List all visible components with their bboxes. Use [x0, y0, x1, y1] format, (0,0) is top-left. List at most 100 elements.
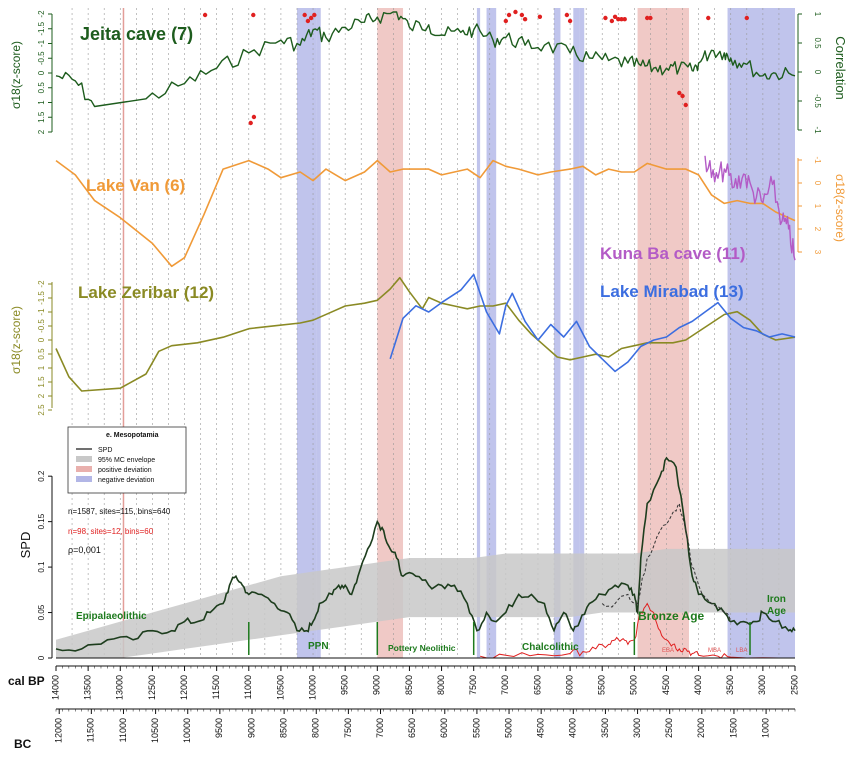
jeita-ytick-label: 1.5 — [37, 111, 46, 123]
calbp-tick-label: 4500 — [661, 675, 671, 695]
series-line-4 — [389, 273, 796, 373]
van-ytick-label: 1 — [813, 204, 822, 209]
series-line-2 — [704, 155, 796, 261]
van-ytick-label: 2 — [813, 227, 822, 232]
correlation-tick-label: -0.5 — [813, 94, 822, 108]
zeribar-ytick-label: 1 — [37, 365, 46, 370]
period-labels: Epipalaeolithic PPN Pottery Neolithic Chalc… — [76, 594, 786, 655]
legend-negative: negative deviation — [98, 477, 155, 484]
zeribar-ytick-label: 2 — [37, 393, 46, 398]
calbp-tick-label: 14000 — [50, 675, 60, 700]
correlation-point — [522, 17, 528, 22]
correlation-point — [248, 120, 253, 126]
spd-red-line — [479, 602, 795, 659]
negative-band-4 — [554, 8, 561, 658]
legend-positive: positive deviation — [98, 467, 152, 474]
calbp-tick-label: 5500 — [597, 675, 607, 695]
spd-legend: e. Mesopotamia SPD 95% MC envelope posit… — [67, 426, 187, 494]
negative-band-0 — [296, 8, 317, 658]
calbp-tick-label: 12000 — [179, 675, 189, 700]
jeita-ytick-label: 0 — [37, 70, 46, 75]
period-label: Iron — [767, 594, 786, 605]
jeita-ylabel: σ18(z-score) — [9, 41, 23, 109]
bc-tick-label: 3000 — [632, 718, 642, 738]
bc-tick-label: 8500 — [279, 718, 289, 738]
correlation-point — [619, 17, 624, 22]
period-label: PPN — [308, 641, 329, 652]
correlation-points — [202, 9, 750, 126]
van-ytick-label: -1 — [813, 156, 822, 164]
correlation-point — [744, 15, 750, 21]
period-label: LBA — [736, 648, 747, 654]
correlation-label: Correlation — [833, 36, 848, 100]
correlation-point — [305, 18, 311, 24]
jeita-ytick-label: 2 — [37, 129, 46, 134]
correlation-point — [683, 102, 688, 108]
calbp-tick-label: 13500 — [83, 675, 93, 700]
calbp-tick-label: 7500 — [468, 675, 478, 695]
calbp-tick-label: 4000 — [693, 675, 703, 695]
bc-tick-label: 10500 — [150, 718, 160, 743]
jeita-ytick-label: 0.5 — [37, 82, 46, 94]
zeribar-ytick-label: -0.5 — [37, 319, 46, 333]
series-line-3 — [55, 276, 796, 392]
period-label: Bronze Age — [638, 609, 705, 623]
calbp-tick-label: 13000 — [115, 675, 125, 700]
zeribar-ytick-label: 1.5 — [37, 376, 46, 388]
jeita-label: Jeita cave (7) — [80, 24, 193, 44]
zeribar-ytick-label: 0 — [37, 337, 46, 342]
calbp-tick-label: 9500 — [340, 675, 350, 695]
correlation-point — [202, 12, 208, 18]
calbp-tick-label: 5000 — [629, 675, 639, 695]
calbp-tick-label: 11000 — [243, 675, 253, 699]
period-label: Age — [767, 606, 786, 617]
spd-ytick-label: 0.1 — [37, 561, 46, 573]
period-label: Chalcolithic — [522, 642, 579, 653]
correlation-point — [506, 12, 512, 18]
legend-envelope: 95% MC envelope — [98, 457, 155, 464]
calbp-tick-label: 10000 — [307, 675, 317, 700]
calbp-tick-label: 11500 — [211, 675, 221, 699]
legend-title: e. Mesopotamia — [106, 432, 159, 439]
calbp-tick-label: 6000 — [564, 675, 574, 695]
correlation-point — [537, 14, 543, 19]
spd-envelope — [56, 548, 795, 658]
calbp-tick-label: 3000 — [757, 675, 767, 695]
spd-ytick-label: 0.2 — [37, 470, 46, 482]
calbp-tick-label: 7000 — [500, 675, 510, 695]
jeita-ytick-label: -1 — [37, 39, 46, 47]
calbp-tick-label: 8500 — [404, 675, 414, 695]
zeribar-ytick-label: 2.5 — [37, 404, 46, 416]
spd-ytick-label: 0 — [37, 655, 46, 660]
bc-tick-label: 4500 — [536, 718, 546, 738]
period-label: EBA — [662, 648, 674, 654]
calbp-tick-label: 8000 — [436, 675, 446, 695]
bc-tick-label: 11000 — [118, 718, 128, 742]
spd-line — [55, 456, 796, 652]
bc-tick-label: 12000 — [54, 718, 64, 743]
correlation-point — [567, 18, 573, 24]
bc-tick-label: 9500 — [214, 718, 224, 738]
bc-tick-label: 6500 — [407, 718, 417, 738]
bc-tick-label: 7000 — [375, 718, 385, 738]
correlation-point — [251, 114, 257, 120]
correlation-point — [706, 15, 711, 21]
kunaba-label: Kuna Ba cave (11) — [600, 244, 746, 263]
calbp-axis-title: cal BP — [8, 674, 45, 688]
bc-tick-label: 11500 — [86, 718, 96, 742]
correlation-point — [519, 12, 525, 18]
bc-tick-label: 7500 — [343, 718, 353, 738]
bc-tick-label: 5500 — [471, 718, 481, 738]
period-label: Epipalaeolithic — [76, 611, 147, 622]
period-label: Pottery Neolithic — [388, 643, 456, 653]
spd-ytick-label: 0.15 — [37, 513, 46, 529]
mc-envelope — [56, 548, 795, 658]
zeribar-ytick-label: 0.5 — [37, 348, 46, 360]
bc-tick-label: 6000 — [439, 718, 449, 738]
bc-tick-label: 10000 — [182, 718, 192, 743]
axes: -2 -1.5 -1 -0.5 0 0.5 1 1.5 2 1 0.5 0 -0.5 -1 -1 0 1 2 3 -2… — [37, 10, 822, 743]
correlation-point — [677, 90, 682, 96]
correlation-point — [513, 9, 518, 15]
zeribar-label: Lake Zeribar (12) — [78, 283, 214, 302]
